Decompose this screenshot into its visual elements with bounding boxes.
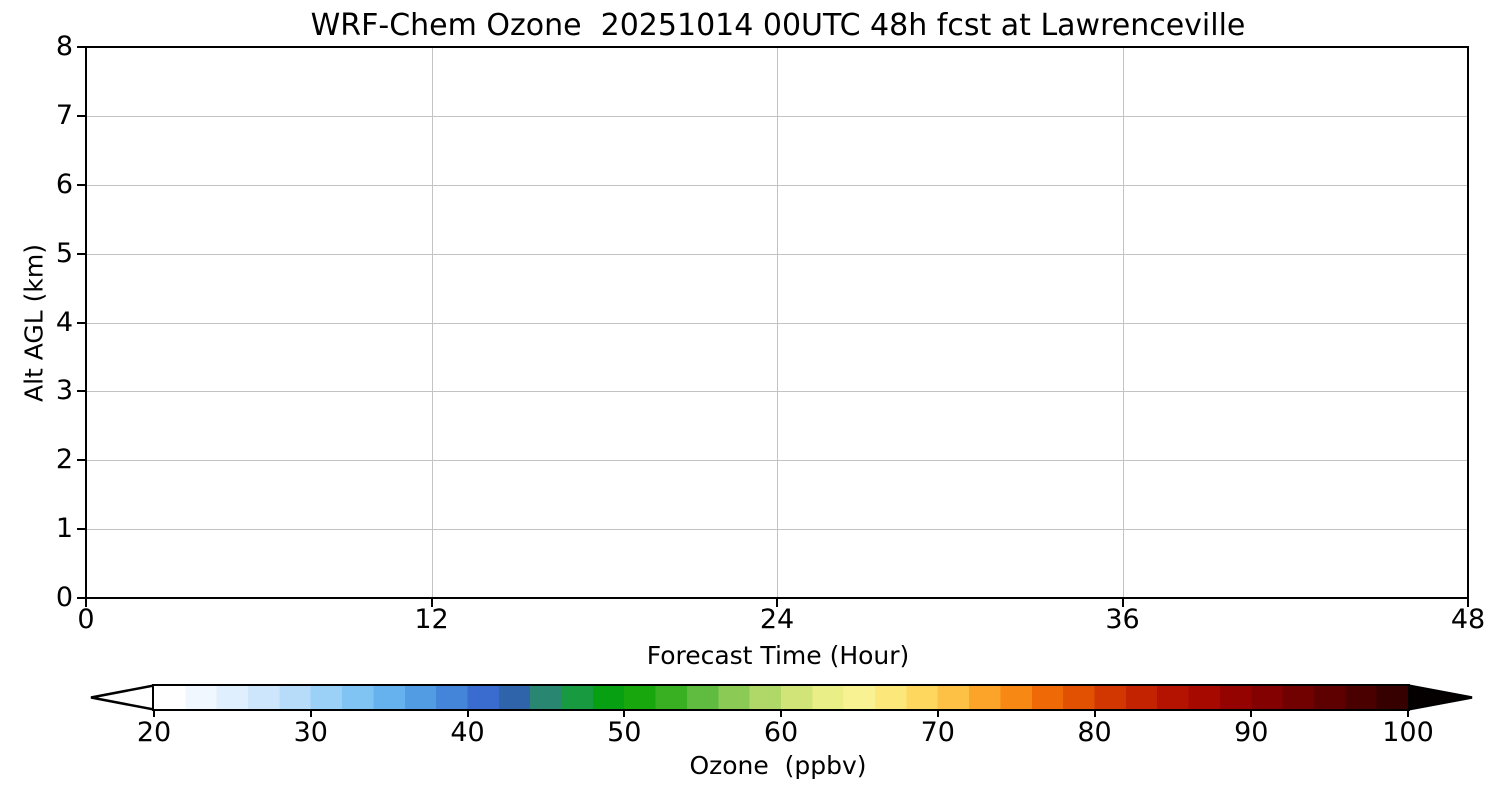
horizontal-gridline	[87, 529, 1467, 531]
colorbar-gradient	[152, 684, 1410, 711]
colorbar-label: Ozone (ppbv)	[689, 751, 867, 780]
colorbar-tick-label: 60	[763, 717, 799, 748]
x-tick-label: 24	[759, 604, 795, 635]
colorbar-tick-label: 40	[450, 717, 485, 748]
y-tick-mark	[77, 114, 86, 117]
colorbar-tick-mark	[780, 711, 782, 717]
horizontal-gridline	[87, 115, 1467, 117]
y-tick-label: 7	[55, 99, 73, 131]
y-tick-mark	[77, 390, 86, 393]
y-tick-label: 5	[55, 237, 73, 269]
colorbar-tick-label: 70	[920, 717, 955, 748]
plot-area	[85, 46, 1469, 599]
colorbar-tick-mark	[623, 711, 626, 717]
x-tick-mark	[1467, 599, 1469, 607]
colorbar-tick-label: 30	[293, 717, 328, 748]
x-tick-mark	[1121, 599, 1124, 607]
y-tick-label: 1	[55, 513, 73, 545]
y-tick-mark	[77, 528, 86, 531]
y-tick-label: 3	[55, 375, 73, 407]
colorbar-tick-mark	[1407, 711, 1409, 717]
colorbar-tick-mark	[153, 711, 155, 717]
colorbar-tick-label: 100	[1382, 717, 1434, 748]
x-tick-label: 36	[1105, 604, 1140, 635]
colorbar-tick-label: 20	[136, 717, 172, 748]
colorbar-left-arrow-icon	[90, 684, 154, 711]
horizontal-gridline	[87, 184, 1467, 186]
colorbar-tick-mark	[936, 711, 939, 717]
horizontal-gridline	[87, 322, 1467, 324]
colorbar-tick-label: 90	[1234, 717, 1269, 748]
y-tick-label: 4	[55, 306, 73, 338]
colorbar-tick-mark	[1093, 711, 1096, 717]
colorbar-tick-label: 80	[1077, 717, 1112, 748]
x-tick-label: 12	[414, 604, 449, 635]
colorbar-tick-label: 50	[607, 717, 642, 748]
horizontal-gridline	[87, 460, 1467, 462]
colorbar-tick-mark	[309, 711, 312, 717]
horizontal-gridline	[87, 253, 1467, 255]
y-tick-mark	[77, 46, 86, 48]
x-tick-mark	[776, 599, 778, 607]
y-tick-mark	[77, 321, 86, 324]
y-tick-label: 8	[55, 31, 73, 62]
y-tick-label: 6	[55, 168, 73, 200]
x-tick-mark	[85, 599, 87, 607]
y-tick-mark	[77, 183, 86, 186]
x-tick-label: 0	[77, 604, 95, 635]
y-tick-label: 0	[55, 582, 73, 613]
y-tick-mark	[77, 597, 86, 599]
x-axis-label: Forecast Time (Hour)	[646, 641, 910, 670]
colorbar-tick-mark	[1250, 711, 1253, 717]
x-tick-mark	[430, 599, 433, 607]
x-tick-label: 48	[1450, 604, 1486, 635]
colorbar-tick-mark	[466, 711, 469, 717]
y-tick-mark	[77, 252, 86, 255]
chart-title: WRF-Chem Ozone 20251014 00UTC 48h fcst a…	[310, 8, 1246, 43]
colorbar-right-arrow-icon	[1408, 684, 1473, 711]
y-tick-label: 2	[55, 444, 73, 476]
y-tick-mark	[77, 459, 86, 462]
horizontal-gridline	[87, 391, 1467, 393]
